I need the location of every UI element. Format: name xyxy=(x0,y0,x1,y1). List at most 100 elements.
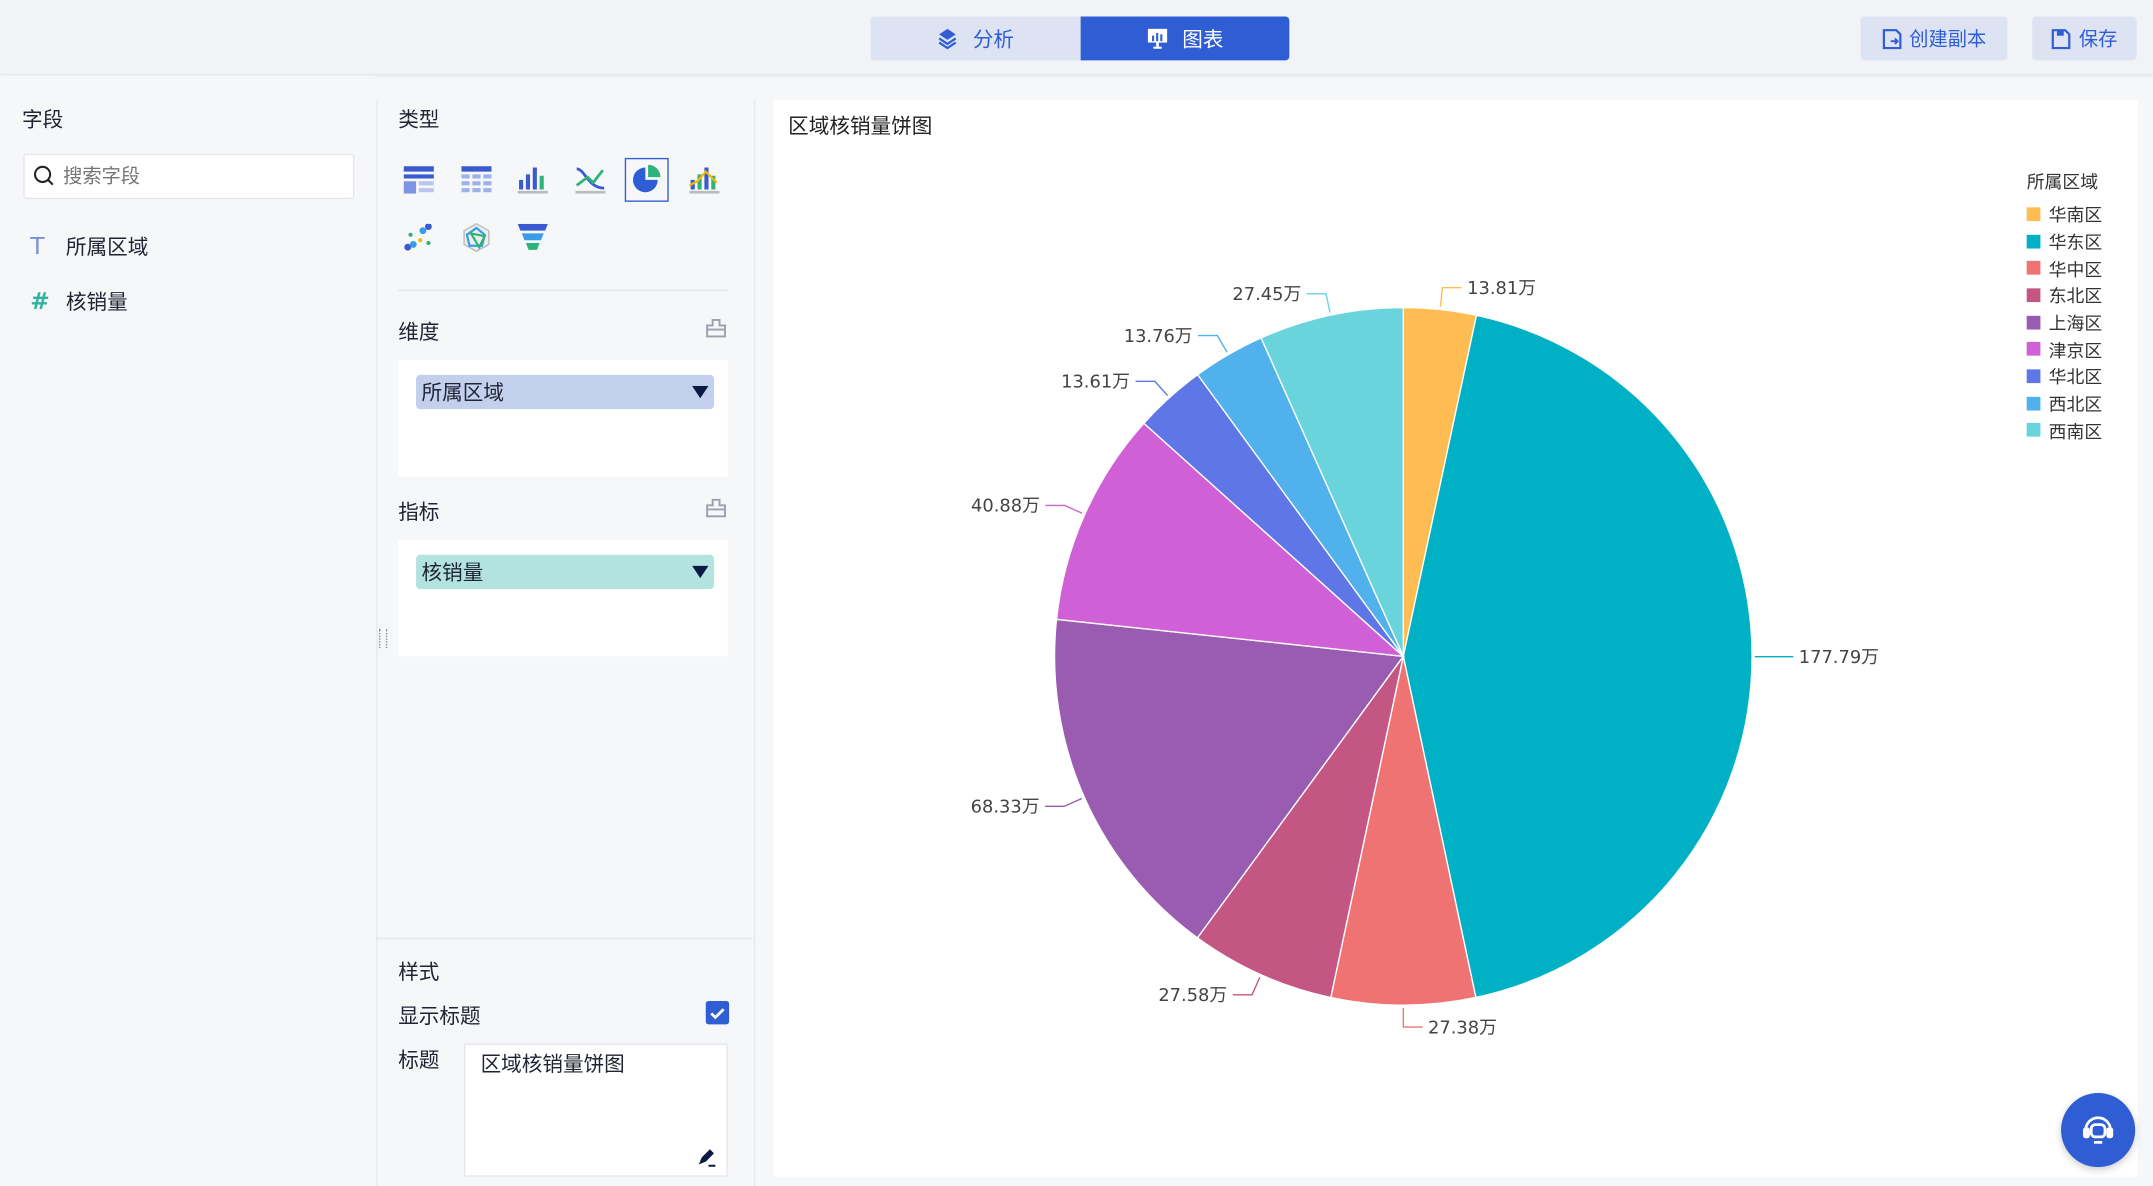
metric-chip-label: 核销量 xyxy=(421,560,484,585)
legend-label: 华南区 xyxy=(2048,206,2103,228)
help-chat-button[interactable] xyxy=(2061,1092,2136,1168)
legend-label: 西北区 xyxy=(2048,395,2103,417)
tab-analysis[interactable]: 分析 xyxy=(870,16,1081,61)
data-label: 68.33万 xyxy=(971,797,1040,818)
save-icon xyxy=(2051,28,2071,49)
radar-chart-icon[interactable] xyxy=(454,216,498,260)
save-button[interactable]: 保存 xyxy=(2032,16,2137,61)
legend-item[interactable]: 西北区 xyxy=(2026,390,2103,417)
legend-title: 所属区域 xyxy=(2026,173,2099,194)
legend-label: 上海区 xyxy=(2048,314,2103,336)
legend-swatch xyxy=(2026,207,2041,221)
field-item-sales[interactable]: # 核销量 xyxy=(30,287,128,316)
data-label: 13.61万 xyxy=(1061,371,1130,392)
search-icon xyxy=(33,165,54,186)
label-leader-line xyxy=(1045,504,1083,514)
legend-item[interactable]: 津京区 xyxy=(2026,336,2102,363)
legend-label: 西南区 xyxy=(2048,422,2103,444)
clear-dimension-icon[interactable] xyxy=(706,318,727,338)
chart-title: 区域核销量饼图 xyxy=(788,113,933,139)
pie-chart-icon[interactable] xyxy=(624,157,669,202)
legend-swatch xyxy=(2026,342,2041,357)
divider xyxy=(398,289,728,292)
legend-label: 东北区 xyxy=(2048,287,2103,309)
label-leader-line xyxy=(1045,797,1083,808)
dimension-chip-label: 所属区域 xyxy=(421,380,504,406)
funnel-chart-icon[interactable] xyxy=(511,216,555,260)
caret-down-icon[interactable] xyxy=(692,565,709,579)
field-item-region[interactable]: T 所属区域 xyxy=(30,232,148,261)
table-chart-icon[interactable] xyxy=(397,158,441,202)
tab-analysis-label: 分析 xyxy=(972,26,1015,52)
data-label: 13.81万 xyxy=(1467,278,1536,299)
legend-swatch xyxy=(2026,315,2041,329)
data-label: 27.38万 xyxy=(1428,1017,1497,1038)
save-label: 保存 xyxy=(2078,28,2118,51)
create-copy-button[interactable]: 创建副本 xyxy=(1860,16,2008,61)
label-leader-line xyxy=(1232,976,1261,996)
legend-item[interactable]: 上海区 xyxy=(2026,309,2103,336)
label-leader-line xyxy=(1402,1007,1423,1028)
legend-label: 华东区 xyxy=(2048,233,2103,255)
dimension-title: 维度 xyxy=(398,319,440,345)
legend-swatch xyxy=(2026,288,2041,302)
legend-swatch xyxy=(2026,261,2041,275)
type-title: 类型 xyxy=(398,107,440,132)
metric-chip[interactable]: 核销量 xyxy=(416,554,715,590)
legend-swatch xyxy=(2026,396,2041,411)
tab-chart[interactable]: 图表 xyxy=(1080,16,1290,61)
cross-table-icon[interactable] xyxy=(454,158,498,202)
legend-item[interactable]: 华中区 xyxy=(2026,255,2103,282)
fields-title: 字段 xyxy=(21,107,64,132)
line-chart-icon[interactable] xyxy=(568,158,612,202)
chart-type-grid xyxy=(397,157,726,260)
data-label: 40.88万 xyxy=(971,496,1040,517)
legend-item[interactable]: 华东区 xyxy=(2026,228,2103,255)
pie-slice[interactable] xyxy=(1402,314,1753,999)
data-label: 13.76万 xyxy=(1124,326,1193,347)
pie-slice[interactable] xyxy=(1196,655,1404,999)
pie-slice[interactable] xyxy=(1055,422,1406,658)
legend-item[interactable]: 华南区 xyxy=(2026,200,2103,228)
data-label: 27.45万 xyxy=(1232,284,1301,305)
presentation-chart-icon xyxy=(1147,28,1168,49)
pie-slice[interactable] xyxy=(1329,656,1477,1006)
search-input[interactable] xyxy=(63,160,338,191)
title-label: 标题 xyxy=(398,1047,440,1073)
field-label: 核销量 xyxy=(65,289,128,315)
check-icon xyxy=(710,1008,725,1020)
legend-label: 华中区 xyxy=(2048,260,2103,282)
data-label: 177.79万 xyxy=(1799,647,1879,668)
create-copy-label: 创建副本 xyxy=(1909,28,1987,51)
chart-legend: 所属区域 华南区华东区华中区东北区上海区 津京区华北区西北区西南区 xyxy=(2026,168,2103,444)
legend-label: 华北区 xyxy=(2048,368,2103,390)
legend-swatch xyxy=(2026,234,2041,248)
legend-item[interactable]: 东北区 xyxy=(2026,282,2103,309)
field-search[interactable] xyxy=(23,153,355,200)
dimension-chip[interactable]: 所属区域 xyxy=(416,374,715,410)
field-label: 所属区域 xyxy=(65,234,149,260)
clear-metric-icon[interactable] xyxy=(706,498,727,518)
label-leader-line xyxy=(1306,293,1331,313)
pie-slice[interactable] xyxy=(1260,306,1404,657)
bar-line-chart-icon[interactable] xyxy=(682,158,726,202)
scatter-chart-icon[interactable] xyxy=(397,216,441,260)
legend-item[interactable]: 西南区 xyxy=(2026,417,2103,444)
legend-item[interactable]: 华北区 xyxy=(2026,363,2103,390)
show-title-checkbox[interactable] xyxy=(705,1000,730,1025)
caret-down-icon[interactable] xyxy=(692,385,709,399)
metric-title: 指标 xyxy=(398,499,440,525)
show-title-label: 显示标题 xyxy=(398,1003,481,1029)
resize-handle[interactable] xyxy=(378,628,388,649)
pie-slice[interactable] xyxy=(1053,618,1405,939)
edit-icon[interactable] xyxy=(698,1148,717,1167)
data-label: 27.58万 xyxy=(1158,985,1227,1006)
title-text: 区域核销量饼图 xyxy=(480,1051,625,1077)
legend-swatch xyxy=(2026,423,2041,438)
text-type-icon: T xyxy=(30,232,45,261)
title-textarea[interactable]: 区域核销量饼图 xyxy=(464,1043,728,1177)
bar-chart-icon[interactable] xyxy=(511,158,555,202)
dimension-dropzone[interactable]: 所属区域 xyxy=(398,359,728,477)
metric-dropzone[interactable]: 核销量 xyxy=(398,539,728,657)
